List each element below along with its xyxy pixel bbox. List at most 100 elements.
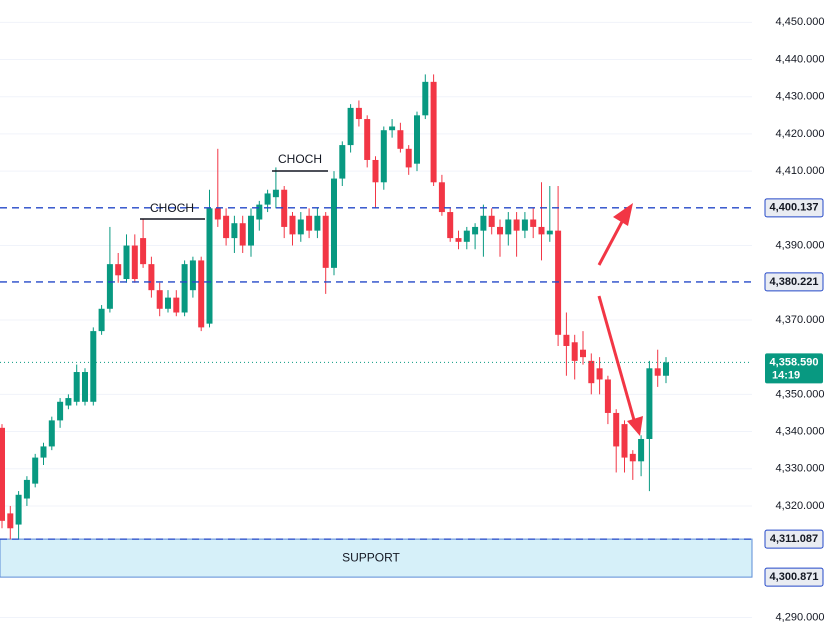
candle-body <box>364 119 371 160</box>
candle-body <box>0 427 5 521</box>
candle-body <box>82 372 88 402</box>
candle-body <box>339 145 346 179</box>
candle-body <box>123 245 130 280</box>
candle-body <box>214 208 221 220</box>
candle-body <box>497 226 503 235</box>
plot: SUPPORT <box>0 21 753 619</box>
candle-body <box>198 260 205 328</box>
candle-body <box>621 424 628 458</box>
candle-body <box>106 264 113 309</box>
candle-body <box>248 215 254 246</box>
annotation: CHOCH <box>278 152 322 166</box>
candle-body <box>140 238 147 265</box>
price-tag-label: 4,380.221 <box>770 276 819 288</box>
candle-body <box>90 331 97 402</box>
y-tick-label: 4,320.000 <box>776 500 825 512</box>
axis: 4,450.000 4,440.000 4,430.000 4,420.000 4,41… <box>764 16 825 623</box>
last-price-label: 4,358.590 <box>770 356 819 368</box>
price-tag <box>764 529 824 549</box>
candle-body <box>513 219 520 231</box>
candle-body <box>181 264 188 313</box>
y-tick-label: 4,440.000 <box>776 53 825 65</box>
y-tick-label: 4,350.000 <box>776 388 825 400</box>
candle-body <box>264 193 271 205</box>
candle-body <box>604 379 611 413</box>
candle-body <box>455 238 462 242</box>
candle-body <box>546 230 553 235</box>
candle-body <box>488 215 495 227</box>
candle-body <box>15 494 22 525</box>
candle-body <box>156 290 163 309</box>
candle-body <box>314 215 321 231</box>
price-tag-label: 4,311.087 <box>770 533 818 545</box>
y-tick-label: 4,370.000 <box>776 314 825 326</box>
price-tag-label: 4,300.871 <box>770 571 819 583</box>
y-tick-label: 4,390.000 <box>776 239 825 251</box>
candle-body <box>563 334 570 346</box>
zone-label: SUPPORT <box>342 550 400 564</box>
candle-body <box>555 230 562 335</box>
candle-body <box>571 342 578 361</box>
candle-body <box>422 81 429 116</box>
candle-body <box>131 245 138 280</box>
candle-body <box>73 372 80 402</box>
candle-body <box>23 479 30 499</box>
candle-body <box>588 360 595 384</box>
candle-body <box>48 420 55 447</box>
candle-body <box>57 401 64 421</box>
candle-body <box>297 219 304 235</box>
candle-body <box>32 457 39 484</box>
candle-body <box>389 126 396 131</box>
price-tag <box>764 567 824 587</box>
candle-body <box>613 412 620 447</box>
candle-body <box>65 398 72 406</box>
candle-body <box>206 208 213 324</box>
candle-body <box>538 226 545 235</box>
candle-body <box>272 189 279 198</box>
arrow <box>597 203 643 436</box>
candle-body <box>256 204 263 220</box>
candle-body <box>405 148 412 168</box>
candle-body <box>231 223 238 239</box>
candle-body <box>306 215 313 231</box>
candle-body <box>596 368 603 380</box>
y-tick-label: 4,420.000 <box>776 128 825 140</box>
candle-body <box>472 226 479 235</box>
price-tag-label: 4,400.137 <box>770 202 819 214</box>
candle-body <box>638 438 645 462</box>
y-tick-label: 4,410.000 <box>776 165 825 177</box>
candle-body <box>173 297 180 313</box>
candle-body <box>480 215 487 231</box>
candle-body <box>372 159 379 183</box>
candle-body <box>447 212 454 239</box>
candle-body <box>414 115 420 164</box>
y-tick-label: 4,330.000 <box>776 463 825 475</box>
candle-body <box>438 182 445 213</box>
candle-body <box>331 178 337 268</box>
candle-body <box>7 513 14 529</box>
candle-body <box>530 219 537 227</box>
last-price-timer: 14:19 <box>772 369 800 381</box>
price-tag <box>764 272 824 292</box>
y-tick-label: 4,340.000 <box>776 425 825 437</box>
candle-body <box>654 368 661 376</box>
candle-body <box>322 215 329 268</box>
candle-body <box>663 362 669 376</box>
candle-body <box>289 215 296 235</box>
candle-body <box>98 308 105 332</box>
candle-body <box>189 260 196 291</box>
candle-body <box>40 446 47 458</box>
candle-body <box>505 219 512 235</box>
candle-body <box>165 297 171 309</box>
candle-body <box>347 107 354 146</box>
candle-body <box>115 264 122 276</box>
candle-body <box>580 349 586 358</box>
support-zone <box>0 538 753 578</box>
candle-body <box>148 264 155 291</box>
candle-body <box>646 368 653 439</box>
candle-body <box>629 453 636 462</box>
y-tick-label: 4,450.000 <box>776 16 825 28</box>
candle-body <box>397 130 404 149</box>
candle-body <box>223 215 230 239</box>
annotation: CHOCH <box>150 201 194 215</box>
